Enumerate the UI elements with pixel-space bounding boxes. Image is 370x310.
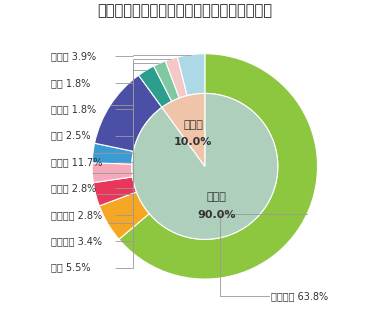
Wedge shape	[154, 61, 179, 101]
Wedge shape	[92, 163, 132, 183]
Text: インド 1.8%: インド 1.8%	[51, 104, 96, 114]
Wedge shape	[95, 75, 162, 151]
Wedge shape	[99, 192, 149, 239]
Wedge shape	[139, 66, 172, 107]
Text: アメリカ 63.8%: アメリカ 63.8%	[272, 291, 329, 301]
Wedge shape	[132, 93, 278, 239]
Text: 10.0%: 10.0%	[174, 137, 212, 147]
Text: 先進国: 先進国	[206, 193, 226, 202]
Text: 新興国: 新興国	[183, 120, 203, 130]
Wedge shape	[165, 57, 187, 98]
Text: 台湾 1.8%: 台湾 1.8%	[51, 78, 90, 88]
Wedge shape	[92, 143, 134, 164]
Text: その他 11.7%: その他 11.7%	[51, 157, 102, 167]
Text: 日本 5.5%: 日本 5.5%	[51, 263, 91, 272]
Text: イギリス 3.4%: イギリス 3.4%	[51, 236, 102, 246]
Text: フランス 2.8%: フランス 2.8%	[51, 210, 102, 220]
Text: 中国 2.5%: 中国 2.5%	[51, 131, 91, 140]
Text: その他 3.9%: その他 3.9%	[51, 51, 96, 61]
Wedge shape	[162, 93, 205, 166]
Title: ＜対象インデックスの国・地域別構成比率＞: ＜対象インデックスの国・地域別構成比率＞	[98, 3, 272, 18]
Wedge shape	[93, 177, 137, 206]
Text: カナダ 2.8%: カナダ 2.8%	[51, 183, 97, 193]
Wedge shape	[178, 54, 205, 95]
Text: 90.0%: 90.0%	[197, 210, 236, 219]
Wedge shape	[119, 54, 317, 279]
